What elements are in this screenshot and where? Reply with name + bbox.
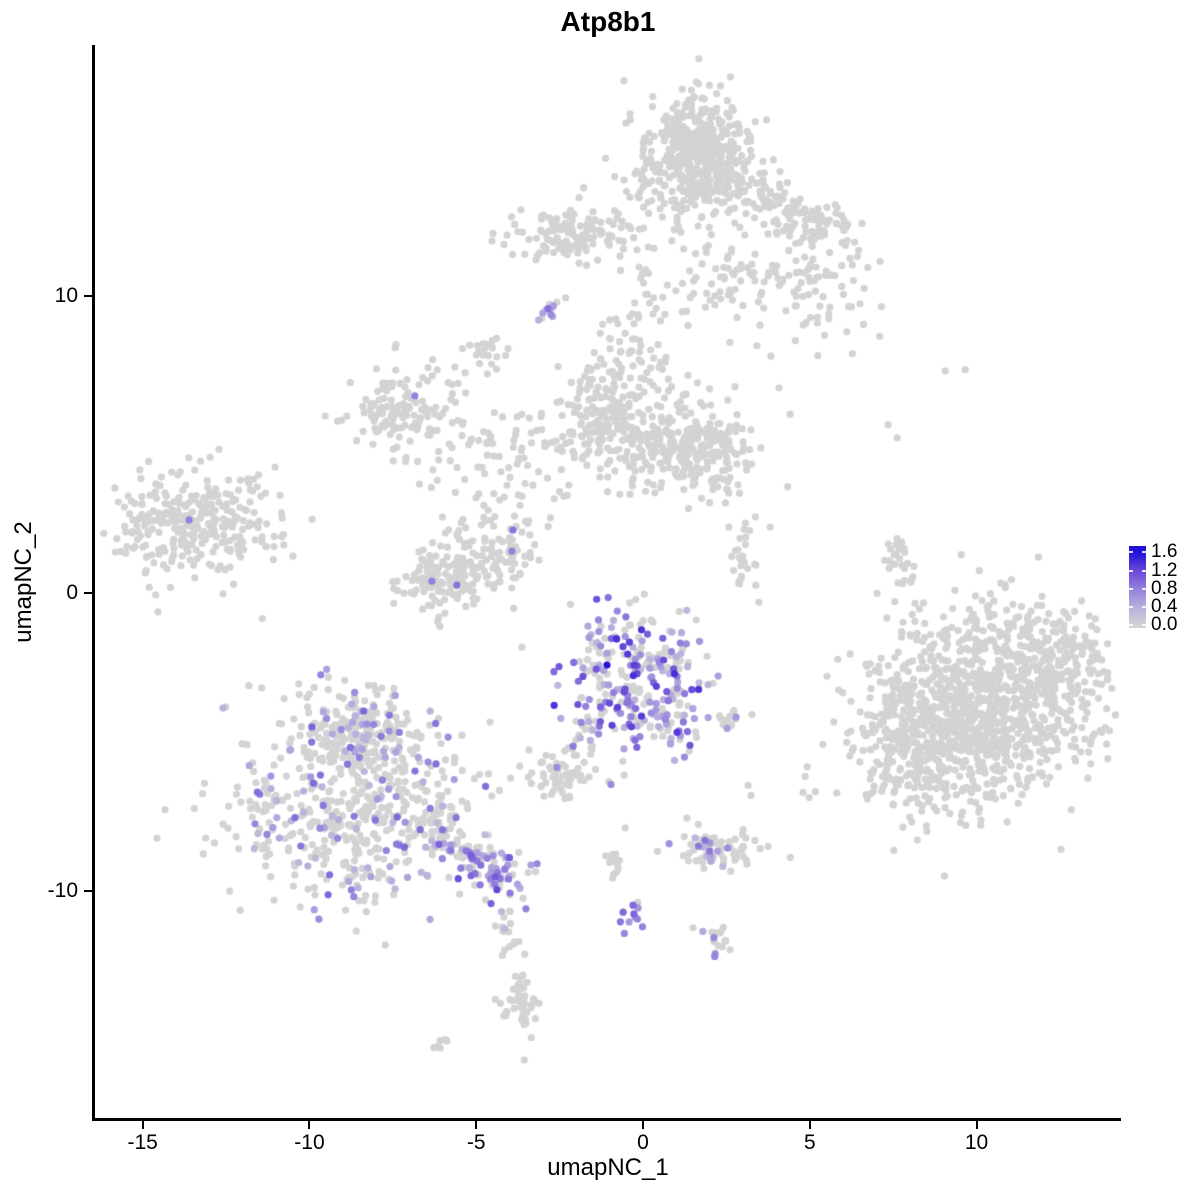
legend-tickmark — [1129, 551, 1133, 554]
legend-tickmark — [1142, 587, 1146, 590]
y-tick-label: 0 — [66, 581, 78, 605]
legend-tickmark — [1129, 606, 1133, 609]
legend-tick-label: 1.2 — [1151, 559, 1178, 581]
legend-tickmark — [1129, 569, 1133, 572]
legend-tick-label: 0.0 — [1151, 614, 1178, 636]
x-tick — [141, 1121, 144, 1129]
legend-tick-label: 0.8 — [1151, 577, 1178, 599]
x-tick-label: 5 — [803, 1131, 816, 1154]
x-tick-label: -10 — [294, 1131, 325, 1154]
x-axis-line — [92, 1118, 1121, 1121]
x-tick — [642, 1121, 645, 1129]
x-tick — [475, 1121, 478, 1129]
legend-tickmark — [1142, 606, 1146, 609]
y-tick — [84, 592, 92, 595]
y-tick — [84, 294, 92, 297]
y-axis-title: umapNC_2 — [10, 521, 37, 643]
y-tick-label: -10 — [47, 878, 78, 902]
legend-tickmark — [1129, 624, 1133, 627]
plot-title: Atp8b1 — [560, 6, 656, 37]
legend-tick-label: 0.4 — [1151, 596, 1178, 618]
legend-colorbar — [1129, 546, 1146, 628]
y-tick-label: 10 — [54, 283, 78, 307]
y-axis-line — [92, 45, 95, 1121]
x-tick-label: -5 — [466, 1131, 486, 1154]
x-axis-title: umapNC_1 — [547, 1154, 669, 1181]
legend-tickmark — [1142, 569, 1146, 572]
x-tick-label: 0 — [637, 1131, 649, 1154]
legend-tickmark — [1129, 587, 1133, 590]
legend-tick-label: 1.6 — [1151, 541, 1178, 563]
legend-tickmark — [1142, 551, 1146, 554]
x-tick-label: 10 — [964, 1131, 989, 1154]
x-tick-label: -15 — [127, 1131, 158, 1154]
x-tick — [975, 1121, 978, 1129]
legend-tickmark — [1142, 624, 1146, 627]
x-tick — [808, 1121, 811, 1129]
y-tick — [84, 889, 92, 892]
x-tick — [308, 1121, 311, 1129]
color-legend: 1.6 1.2 0.8 0.4 0.0 — [1129, 542, 1199, 635]
